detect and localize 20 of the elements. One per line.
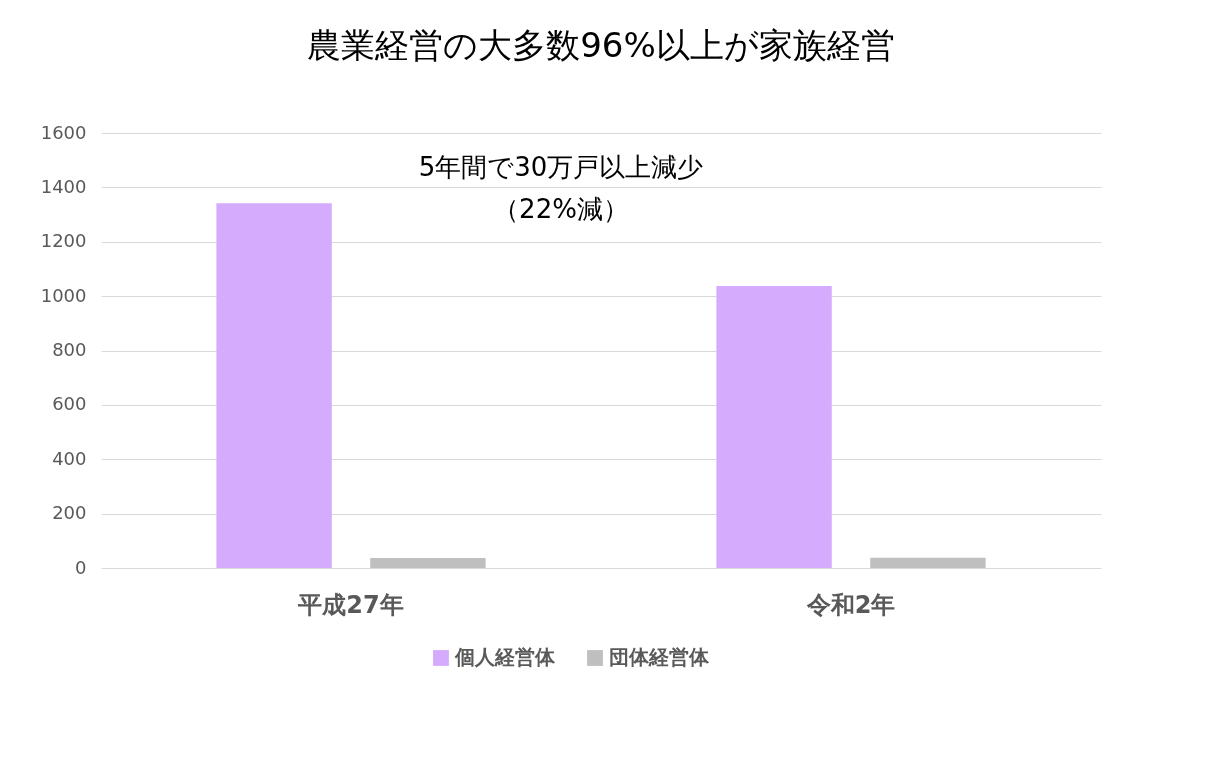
annotation: （22%減） xyxy=(493,194,629,224)
x-tick-label: 令和2年 xyxy=(805,590,896,619)
y-tick-label: 200 xyxy=(52,502,87,524)
y-tick-label: 0 xyxy=(75,556,87,578)
bar xyxy=(870,557,986,568)
annotation: 5年間で30万戸以上減少 xyxy=(418,152,704,182)
bar xyxy=(716,286,832,568)
legend-label: 団体経営体 xyxy=(609,645,710,669)
y-tick-label: 1000 xyxy=(40,284,87,306)
bar xyxy=(216,203,332,568)
y-tick-label: 400 xyxy=(52,447,87,469)
bar xyxy=(370,557,486,568)
y-tick-label: 1600 xyxy=(40,121,87,143)
y-tick-label: 600 xyxy=(52,393,87,415)
legend-label: 個人経営体 xyxy=(454,645,556,669)
y-tick-label: 800 xyxy=(52,339,87,360)
y-tick-label: 1200 xyxy=(40,230,87,252)
y-tick-label: 1400 xyxy=(40,175,87,197)
x-tick-label: 平成27年 xyxy=(297,590,404,619)
chart-title: 農業経営の大多数96%以上が家族経営 xyxy=(307,25,895,65)
